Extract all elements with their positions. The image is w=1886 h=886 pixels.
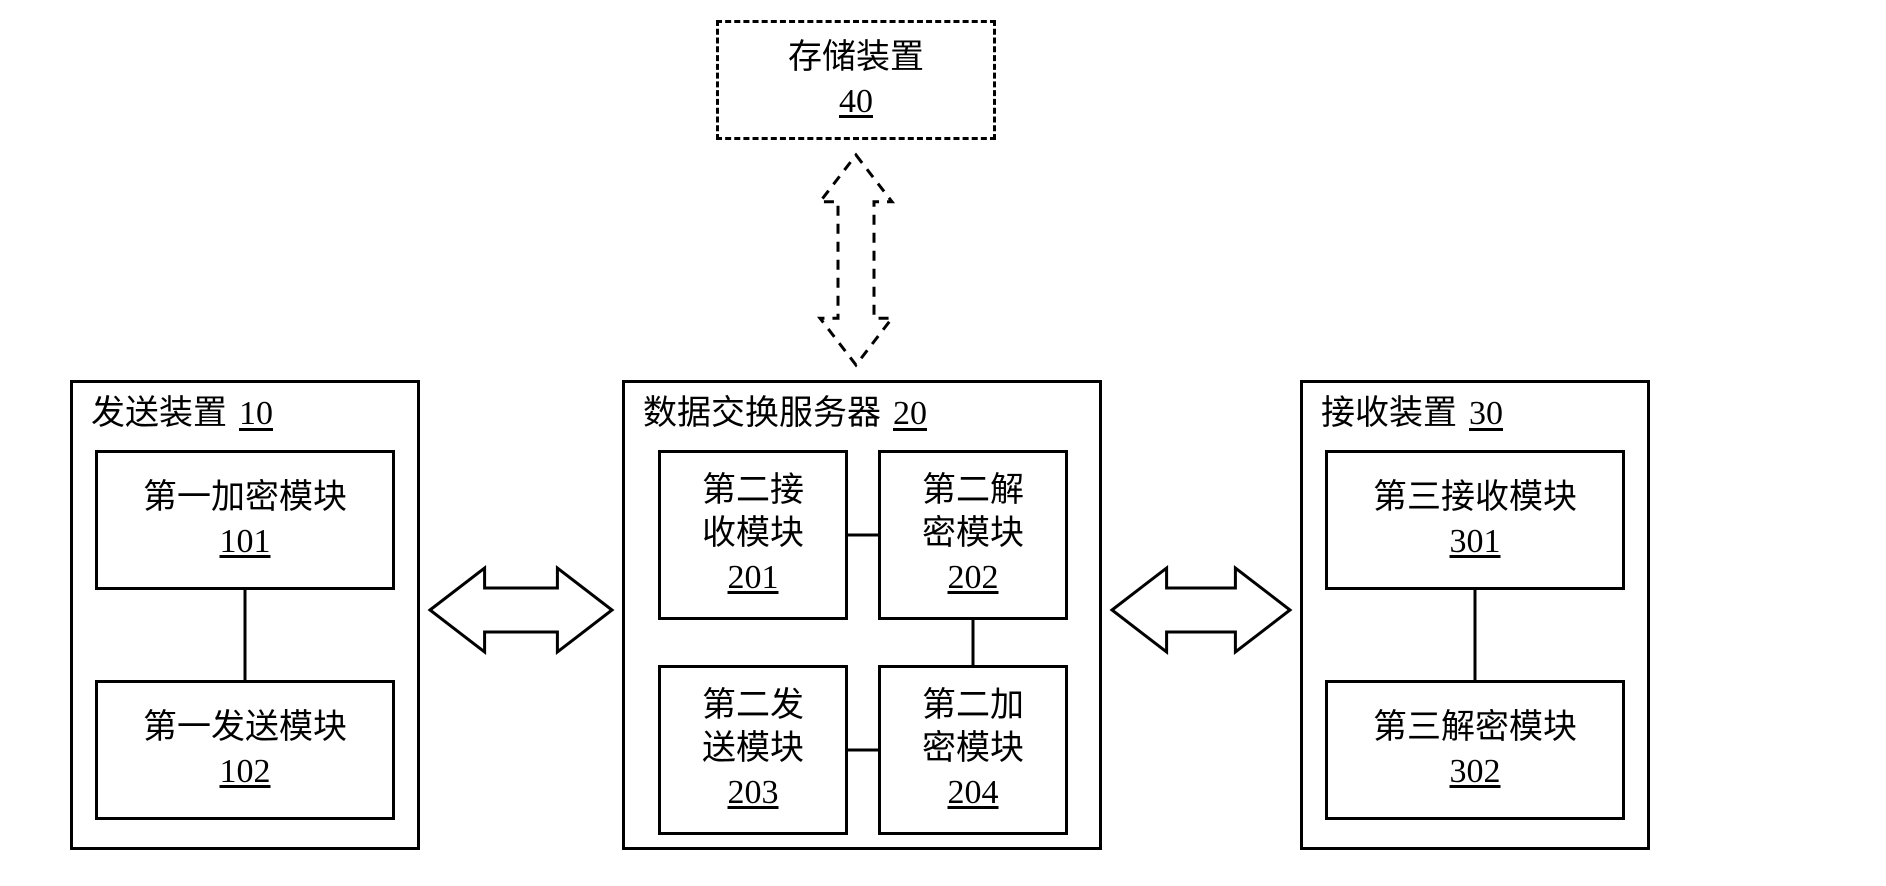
connector-layer	[0, 0, 1886, 886]
